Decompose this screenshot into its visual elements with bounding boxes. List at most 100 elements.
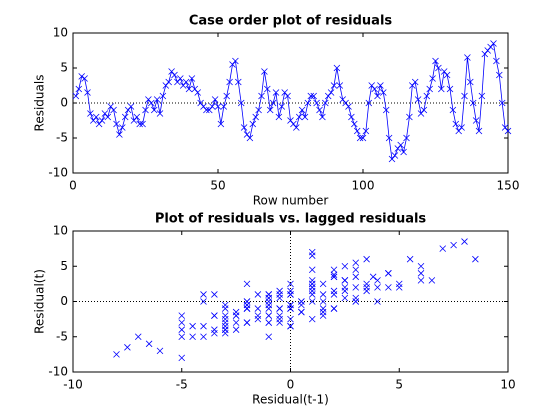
marker: [142, 106, 149, 114]
marker: [182, 78, 190, 86]
x-axis-label: Residual(t-1): [252, 393, 329, 407]
marker: [113, 351, 120, 358]
marker: [440, 68, 448, 75]
marker: [255, 106, 262, 114]
marker: [319, 298, 327, 305]
marker: [351, 120, 358, 128]
marker: [276, 312, 283, 319]
marker: [467, 78, 474, 86]
marker: [168, 68, 175, 75]
marker: [290, 120, 297, 128]
marker: [165, 78, 172, 86]
marker: [342, 99, 349, 107]
marker: [449, 106, 457, 114]
marker: [490, 40, 497, 47]
marker: [385, 284, 392, 291]
marker: [438, 85, 445, 93]
marker: [397, 141, 404, 149]
marker: [501, 124, 509, 131]
marker: [356, 134, 364, 142]
marker: [341, 287, 349, 295]
marker: [324, 92, 332, 100]
marker: [319, 312, 327, 319]
marker: [461, 92, 468, 100]
marker: [254, 312, 262, 319]
marker: [298, 308, 305, 316]
marker: [153, 96, 161, 103]
marker: [414, 96, 422, 103]
marker: [439, 245, 447, 252]
marker: [319, 113, 326, 121]
marker: [235, 78, 242, 86]
marker: [472, 117, 480, 124]
marker: [150, 106, 158, 114]
marker: [194, 89, 201, 96]
marker: [191, 85, 199, 93]
marker: [223, 92, 230, 100]
marker: [278, 103, 286, 110]
x-axis-label: Row number: [253, 194, 329, 208]
marker: [319, 305, 327, 312]
marker: [403, 134, 410, 142]
marker: [116, 131, 123, 138]
marker: [254, 305, 262, 312]
marker: [298, 106, 306, 114]
chart-title: Plot of residuals vs. lagged residuals: [155, 212, 427, 227]
marker: [400, 148, 407, 156]
marker: [265, 291, 273, 298]
marker: [304, 99, 312, 107]
marker: [200, 298, 207, 305]
marker: [458, 124, 465, 131]
marker: [275, 113, 283, 121]
marker: [345, 103, 352, 110]
x-tick-label: 10: [500, 378, 515, 392]
marker: [185, 85, 193, 93]
marker: [352, 266, 360, 274]
marker: [178, 326, 186, 333]
marker: [363, 284, 370, 291]
marker: [84, 89, 91, 96]
marker: [232, 319, 240, 326]
x-tick-label: 150: [497, 179, 520, 193]
marker: [330, 305, 338, 312]
y-tick-label: -10: [48, 166, 68, 180]
y-tick-label: 10: [53, 224, 68, 238]
marker: [330, 82, 338, 89]
marker: [308, 315, 316, 323]
marker: [178, 312, 186, 319]
marker: [136, 120, 143, 128]
marker: [145, 96, 152, 103]
marker: [217, 120, 225, 128]
marker: [220, 103, 228, 110]
marker: [139, 120, 146, 128]
marker: [211, 326, 218, 333]
marker: [307, 92, 315, 100]
marker: [359, 134, 367, 142]
marker: [206, 106, 213, 114]
marker: [330, 273, 338, 281]
marker: [417, 277, 425, 284]
marker: [450, 241, 457, 249]
marker: [391, 152, 399, 159]
marker: [348, 113, 355, 121]
marker: [95, 120, 103, 128]
marker: [293, 124, 300, 131]
marker: [127, 103, 135, 110]
x-tick-label: 50: [210, 179, 225, 193]
marker: [352, 298, 360, 305]
marker: [221, 312, 229, 319]
marker: [249, 120, 257, 128]
marker: [265, 312, 273, 319]
marker: [313, 99, 320, 107]
marker: [336, 82, 344, 89]
marker: [341, 262, 349, 270]
marker: [352, 284, 360, 291]
marker: [237, 99, 245, 107]
marker: [353, 127, 361, 135]
marker: [90, 117, 97, 124]
marker: [469, 99, 477, 107]
marker: [130, 117, 138, 124]
marker: [243, 305, 251, 312]
marker: [504, 127, 512, 135]
